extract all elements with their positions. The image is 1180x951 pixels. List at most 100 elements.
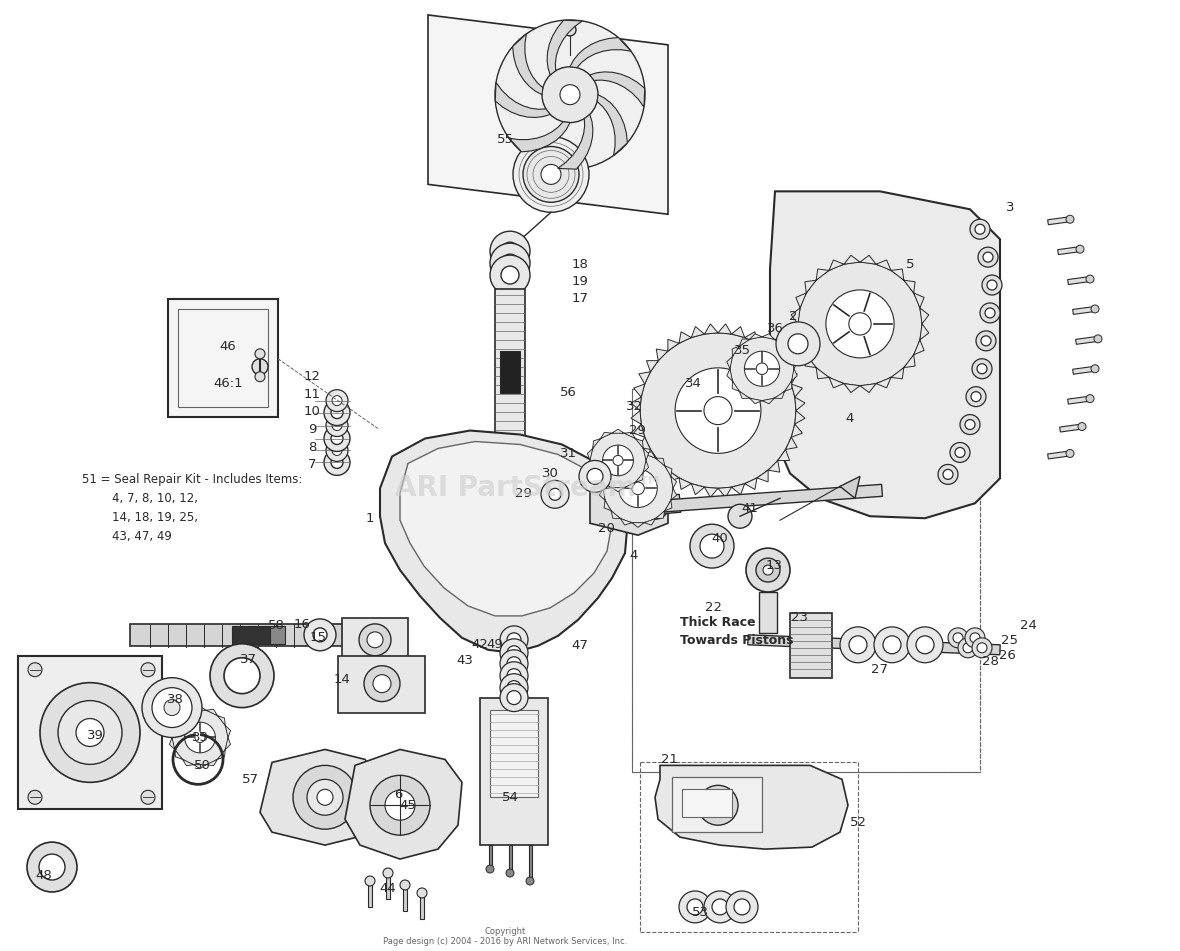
Polygon shape [904,355,916,368]
Polygon shape [727,357,733,369]
Circle shape [840,627,876,663]
Polygon shape [170,737,175,749]
Circle shape [756,558,780,582]
Polygon shape [745,332,758,343]
Text: 50: 50 [194,759,210,772]
Circle shape [953,632,963,643]
Circle shape [963,643,973,652]
Circle shape [142,678,202,737]
Circle shape [526,877,535,885]
Polygon shape [733,346,740,357]
Bar [494,289,525,437]
Polygon shape [791,308,800,324]
Polygon shape [656,349,668,360]
Polygon shape [631,411,641,424]
Polygon shape [644,452,656,458]
Polygon shape [597,95,628,155]
Bar [480,698,548,845]
Text: 35: 35 [734,344,750,358]
Polygon shape [817,368,830,378]
Circle shape [210,644,274,708]
Circle shape [977,643,986,652]
Circle shape [948,628,968,648]
Polygon shape [1073,306,1095,315]
Polygon shape [529,845,531,879]
Circle shape [324,450,350,476]
Circle shape [618,469,657,508]
Polygon shape [768,349,780,360]
Text: 40: 40 [712,532,728,545]
Circle shape [58,701,122,765]
Polygon shape [1076,337,1099,344]
Text: Copyright
Page design (c) 2004 - 2016 by ARI Network Services, Inc.: Copyright Page design (c) 2004 - 2016 by… [382,927,627,946]
Circle shape [195,732,205,743]
Circle shape [640,333,796,488]
Polygon shape [604,500,611,511]
Text: 28: 28 [982,655,998,669]
Bar [671,777,762,832]
Circle shape [490,231,530,271]
Circle shape [507,646,522,660]
Polygon shape [509,845,511,871]
Polygon shape [844,255,860,264]
Circle shape [966,387,986,407]
Polygon shape [733,381,740,391]
Circle shape [631,482,644,495]
Bar [500,351,520,393]
Circle shape [955,448,965,457]
Circle shape [332,407,343,418]
Text: 57: 57 [242,773,258,786]
Circle shape [332,433,343,444]
Polygon shape [774,391,785,398]
Circle shape [152,688,192,728]
Circle shape [687,899,703,915]
Polygon shape [130,624,388,646]
Circle shape [549,488,560,500]
Circle shape [326,439,348,461]
Text: 43: 43 [457,654,473,668]
Circle shape [961,415,981,435]
Text: 24: 24 [1020,619,1036,632]
Text: 46: 46 [219,340,236,354]
Polygon shape [420,897,424,919]
Circle shape [363,666,400,702]
Polygon shape [342,618,408,663]
Circle shape [523,146,579,203]
Polygon shape [771,191,999,518]
Polygon shape [704,324,717,334]
Polygon shape [611,458,621,466]
Polygon shape [678,478,691,490]
Circle shape [624,496,644,516]
Polygon shape [727,369,733,381]
Circle shape [502,243,519,261]
Polygon shape [624,482,636,489]
Polygon shape [795,293,806,308]
Text: 54: 54 [502,791,518,804]
Polygon shape [740,340,749,346]
Circle shape [586,469,603,484]
Circle shape [675,368,761,454]
Polygon shape [1068,277,1090,284]
Polygon shape [168,299,278,417]
Circle shape [500,639,527,667]
Circle shape [373,674,391,692]
Circle shape [745,351,780,386]
Text: 45: 45 [400,799,417,812]
Polygon shape [717,324,732,334]
Polygon shape [748,635,1001,655]
Circle shape [970,220,990,240]
Text: 4: 4 [630,549,638,562]
Circle shape [500,626,527,653]
Circle shape [332,445,342,456]
Text: 55: 55 [497,133,513,146]
Circle shape [976,331,996,351]
Polygon shape [795,398,805,411]
Polygon shape [599,476,605,488]
Text: 16: 16 [294,618,310,631]
Polygon shape [599,488,605,500]
Polygon shape [762,398,774,404]
Circle shape [603,445,634,476]
Polygon shape [601,482,611,489]
Bar [490,709,538,797]
Circle shape [324,399,350,425]
